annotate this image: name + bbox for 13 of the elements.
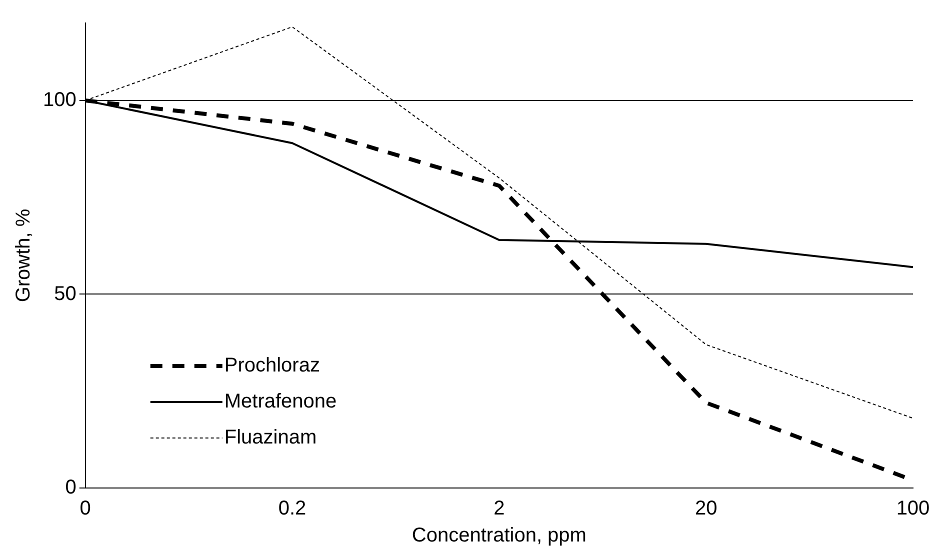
y-tick-label: 100 (42, 89, 76, 112)
legend-label: Fluazinam (224, 426, 317, 449)
legend-label: Prochloraz (224, 354, 320, 377)
y-tick-label: 50 (54, 282, 76, 305)
y-tick-label: 0 (65, 476, 76, 499)
x-tick-label: 100 (896, 498, 930, 520)
x-axis-title: Concentration, ppm (412, 524, 586, 547)
x-tick-label: 0.2 (278, 498, 306, 520)
y-axis-title: Growth, % (12, 208, 35, 302)
x-tick-label: 2 (494, 498, 505, 520)
legend-label: Metrafenone (224, 390, 337, 413)
x-tick-label: 0 (80, 498, 91, 520)
x-tick-label: 20 (694, 498, 718, 520)
